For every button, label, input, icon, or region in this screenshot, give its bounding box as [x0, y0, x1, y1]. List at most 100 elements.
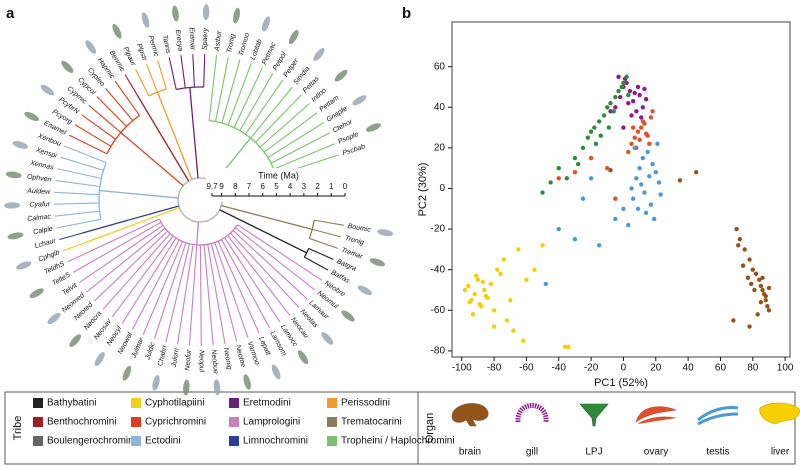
tick-label: 8: [233, 182, 238, 191]
point: [605, 105, 610, 110]
point: [637, 137, 642, 142]
tip-label: Ophven: [27, 174, 52, 184]
point: [634, 176, 639, 181]
point: [472, 291, 477, 297]
branch: [168, 57, 177, 90]
y-axis-label: PC2 (30%): [417, 163, 429, 217]
tip-label: Telvit: [61, 282, 79, 297]
point: [613, 94, 618, 100]
branch: [239, 73, 274, 131]
point: [608, 109, 613, 114]
fish-icon: [357, 285, 373, 296]
branch: [94, 230, 168, 302]
branch: [156, 91, 193, 180]
branch: [221, 59, 241, 124]
point: [608, 168, 613, 173]
tip-label: Intloo: [310, 87, 328, 104]
branch: [233, 67, 263, 128]
branch: [188, 244, 198, 346]
point: [639, 115, 644, 120]
point: [629, 186, 634, 191]
tick-label: 9.7: [206, 182, 218, 191]
point: [580, 145, 586, 151]
point: [626, 101, 631, 106]
legend-swatch: [131, 398, 141, 408]
branch: [189, 87, 199, 179]
point: [737, 237, 743, 242]
fish-icon: [24, 111, 39, 121]
point: [572, 170, 578, 175]
branch: [54, 191, 100, 196]
branch: [312, 228, 342, 238]
branch: [250, 86, 293, 139]
tip-label: Boumic: [347, 223, 372, 234]
tip-label: Lchaur: [34, 237, 57, 250]
point: [596, 243, 602, 248]
point: [731, 318, 736, 323]
point: [637, 92, 642, 98]
point: [498, 271, 503, 276]
point: [616, 88, 621, 94]
tip-label: Batgra: [335, 258, 357, 273]
y-tick-label: 20: [434, 143, 446, 154]
fish-icon: [4, 202, 21, 209]
fish-icon: [47, 312, 61, 325]
branch: [309, 237, 338, 249]
fish-icon: [112, 23, 122, 39]
branch: [54, 210, 100, 217]
branch: [96, 96, 127, 127]
branch: [60, 156, 104, 171]
fish-icon: [152, 374, 160, 391]
legend-swatch: [131, 417, 141, 427]
point: [642, 190, 647, 195]
point: [635, 206, 641, 211]
branch: [120, 132, 184, 187]
fish-icon: [297, 350, 309, 365]
legend-label: Limnochromini: [243, 436, 308, 447]
point: [504, 318, 510, 323]
branch: [145, 63, 158, 93]
plot-frame: [451, 21, 791, 358]
point: [753, 271, 759, 276]
point: [655, 141, 660, 147]
panel-label: b: [402, 5, 411, 22]
legend-label: liver: [771, 447, 790, 458]
branch: [165, 243, 191, 343]
tick-label: 4: [288, 182, 293, 191]
branch: [111, 235, 174, 318]
branch: [207, 244, 226, 344]
fish-icon: [16, 261, 32, 270]
tip-label: Astbur: [214, 30, 223, 53]
tip-label: Plpstr: [135, 43, 148, 63]
point: [621, 125, 626, 130]
point: [580, 196, 586, 201]
organ-icon: [515, 403, 549, 423]
point: [766, 308, 772, 313]
branch: [98, 162, 107, 220]
branch: [81, 114, 116, 140]
point: [630, 125, 636, 130]
point: [745, 275, 751, 281]
point: [650, 109, 655, 114]
point: [640, 155, 646, 161]
branch: [114, 80, 140, 116]
point: [593, 141, 599, 147]
x-tick-label: 0: [621, 363, 627, 374]
point: [588, 129, 594, 134]
fish-icon: [61, 60, 74, 73]
tip-label: Julorn: [171, 348, 181, 369]
branch: [59, 232, 83, 241]
fish-icon: [202, 4, 210, 21]
x-tick-label: 60: [715, 363, 727, 374]
point: [491, 308, 497, 313]
branch: [177, 244, 194, 345]
point: [520, 338, 526, 343]
point: [755, 312, 760, 317]
y-tick-label: -20: [431, 224, 446, 235]
fish-icon: [352, 95, 367, 106]
x-tick-label: -100: [452, 363, 472, 374]
tip-label: Tromoo: [238, 32, 251, 57]
legend-swatch: [33, 417, 43, 427]
tip-label: Lepatt: [257, 336, 272, 358]
point: [508, 297, 513, 303]
